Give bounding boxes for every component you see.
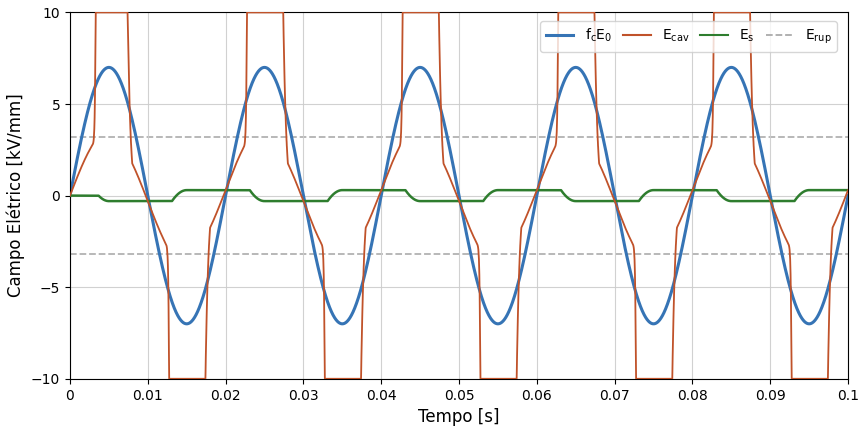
Legend: $\mathregular{f_c}$$\mathregular{E_0}$, $\mathregular{E_{cav}}$, $\mathregular{E: $\mathregular{f_c}$$\mathregular{E_0}$, … xyxy=(540,21,837,52)
Y-axis label: Campo Elétrico [kV/mm]: Campo Elétrico [kV/mm] xyxy=(7,94,25,297)
X-axis label: Tempo [s]: Tempo [s] xyxy=(418,408,500,426)
